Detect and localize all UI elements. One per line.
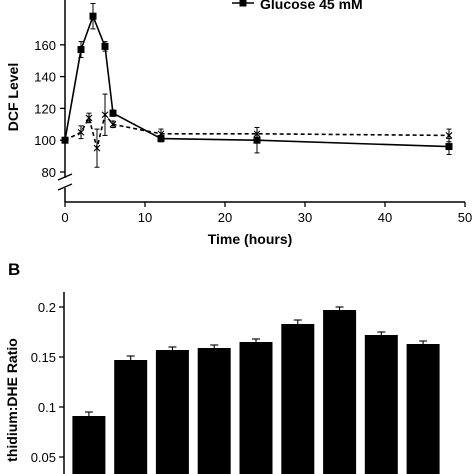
y-tick-label: 120	[34, 101, 56, 116]
axis-break-mark	[57, 173, 73, 181]
bar	[114, 360, 148, 474]
data-point-square	[101, 42, 109, 50]
x-tick-label: 30	[298, 210, 312, 225]
data-point-square	[89, 12, 97, 20]
bar	[281, 324, 315, 474]
bar	[239, 342, 273, 474]
series-line-1	[64, 13, 450, 148]
panel-a: 80 100 120 140 160 0 10 20 30 40 50 Time (hours) DCF…	[5, 0, 472, 247]
y-tick-label: 160	[34, 38, 56, 53]
panel-b: B 0.05 0.1 0.15 0.2 thidium:DHE Ratio	[4, 260, 440, 474]
bar	[72, 416, 106, 474]
panel-label: B	[8, 260, 20, 279]
data-point-square	[445, 143, 453, 151]
y-axis-label: DCF Level	[5, 63, 21, 131]
x-tick-label: 40	[378, 210, 392, 225]
y-tick-label: 80	[42, 165, 56, 180]
x-axis-label: Time (hours)	[208, 231, 293, 247]
x-tick-label: 0	[61, 210, 68, 225]
y-tick-label: 0.1	[38, 400, 56, 415]
x-tick-label: 50	[458, 210, 472, 225]
data-point-x	[101, 110, 109, 119]
bar	[197, 348, 231, 474]
y-tick-label: 0.15	[31, 350, 56, 365]
data-point-x	[109, 120, 117, 129]
data-point-x	[77, 128, 85, 137]
data-point-x	[253, 129, 261, 138]
legend-marker	[239, 0, 247, 7]
x-tick-label: 10	[138, 210, 152, 225]
y-tick-label: 100	[34, 133, 56, 148]
y-tick-label: 0.2	[38, 300, 56, 315]
bar	[323, 310, 357, 474]
bar	[406, 344, 440, 474]
y-tick-label: 0.05	[31, 450, 56, 465]
bar	[364, 335, 398, 474]
y-axis-label: thidium:DHE Ratio	[4, 338, 20, 462]
data-point-x	[85, 113, 93, 122]
x-tick-label: 20	[218, 210, 232, 225]
y-tick-label: 140	[34, 70, 56, 85]
data-point-x	[61, 136, 69, 145]
data-point-square	[109, 109, 117, 117]
data-point-x	[93, 144, 101, 153]
data-point-x	[157, 129, 165, 138]
axis-break-mark	[57, 183, 73, 191]
data-point-x	[445, 131, 453, 140]
legend-label: Glucose 45 mM	[260, 0, 363, 12]
data-point-square	[77, 46, 85, 54]
bar	[155, 350, 189, 474]
